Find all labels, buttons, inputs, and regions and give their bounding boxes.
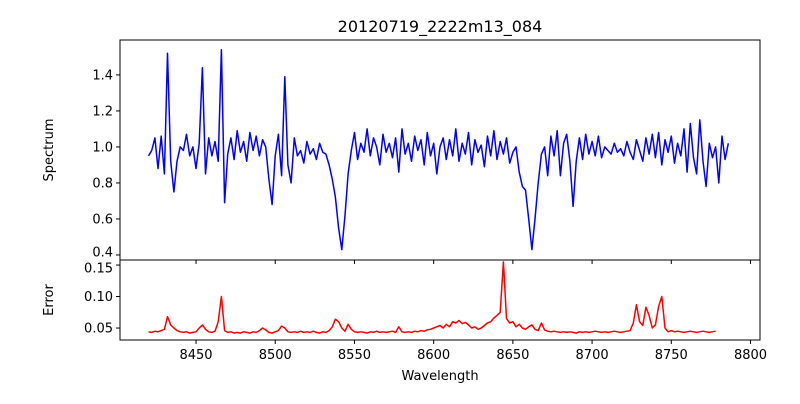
spectrum-y-tick-label: 1.0 [92,140,113,155]
spectrum-y-tick-label: 1.2 [92,104,113,119]
error-x-tick-label: 8550 [338,348,371,363]
spectrum-line [147,48,730,251]
error-y-tick-label: 0.10 [84,290,113,305]
error-x-tick-label: 8450 [179,348,212,363]
error-line [148,261,716,334]
spectrum-y-tick-label: 0.6 [92,212,113,227]
error-x-tick-label: 8750 [655,348,688,363]
error-y-tick-label: 0.05 [84,322,113,337]
error-x-tick-label: 8650 [496,348,529,363]
spectrum-y-tick-label: 0.8 [92,176,113,191]
spectrum-y-tick-label: 1.4 [92,68,113,83]
error-panel: 0.05 0.10 0.15 8450 8500 8550 8600 8650 8700 8750… [84,259,767,363]
x-axis-label: Wavelength [401,369,478,384]
spectrum-y-tick-label: 0.4 [92,246,113,261]
error-x-tick-label: 8800 [734,348,767,363]
spectrum-panel: 0.4 0.6 0.8 1.0 1.2 1.4 [92,39,761,264]
error-y-label: Error [42,284,57,316]
error-x-tick-label: 8700 [576,348,609,363]
chart-title: 20120719_2222m13_084 [338,17,543,37]
spectrum-y-label: Spectrum [42,119,57,182]
error-x-tick-label: 8500 [259,348,292,363]
error-y-tick-label: 0.15 [84,262,113,277]
error-axes-frame [119,259,761,341]
error-x-tick-label: 8600 [417,348,450,363]
